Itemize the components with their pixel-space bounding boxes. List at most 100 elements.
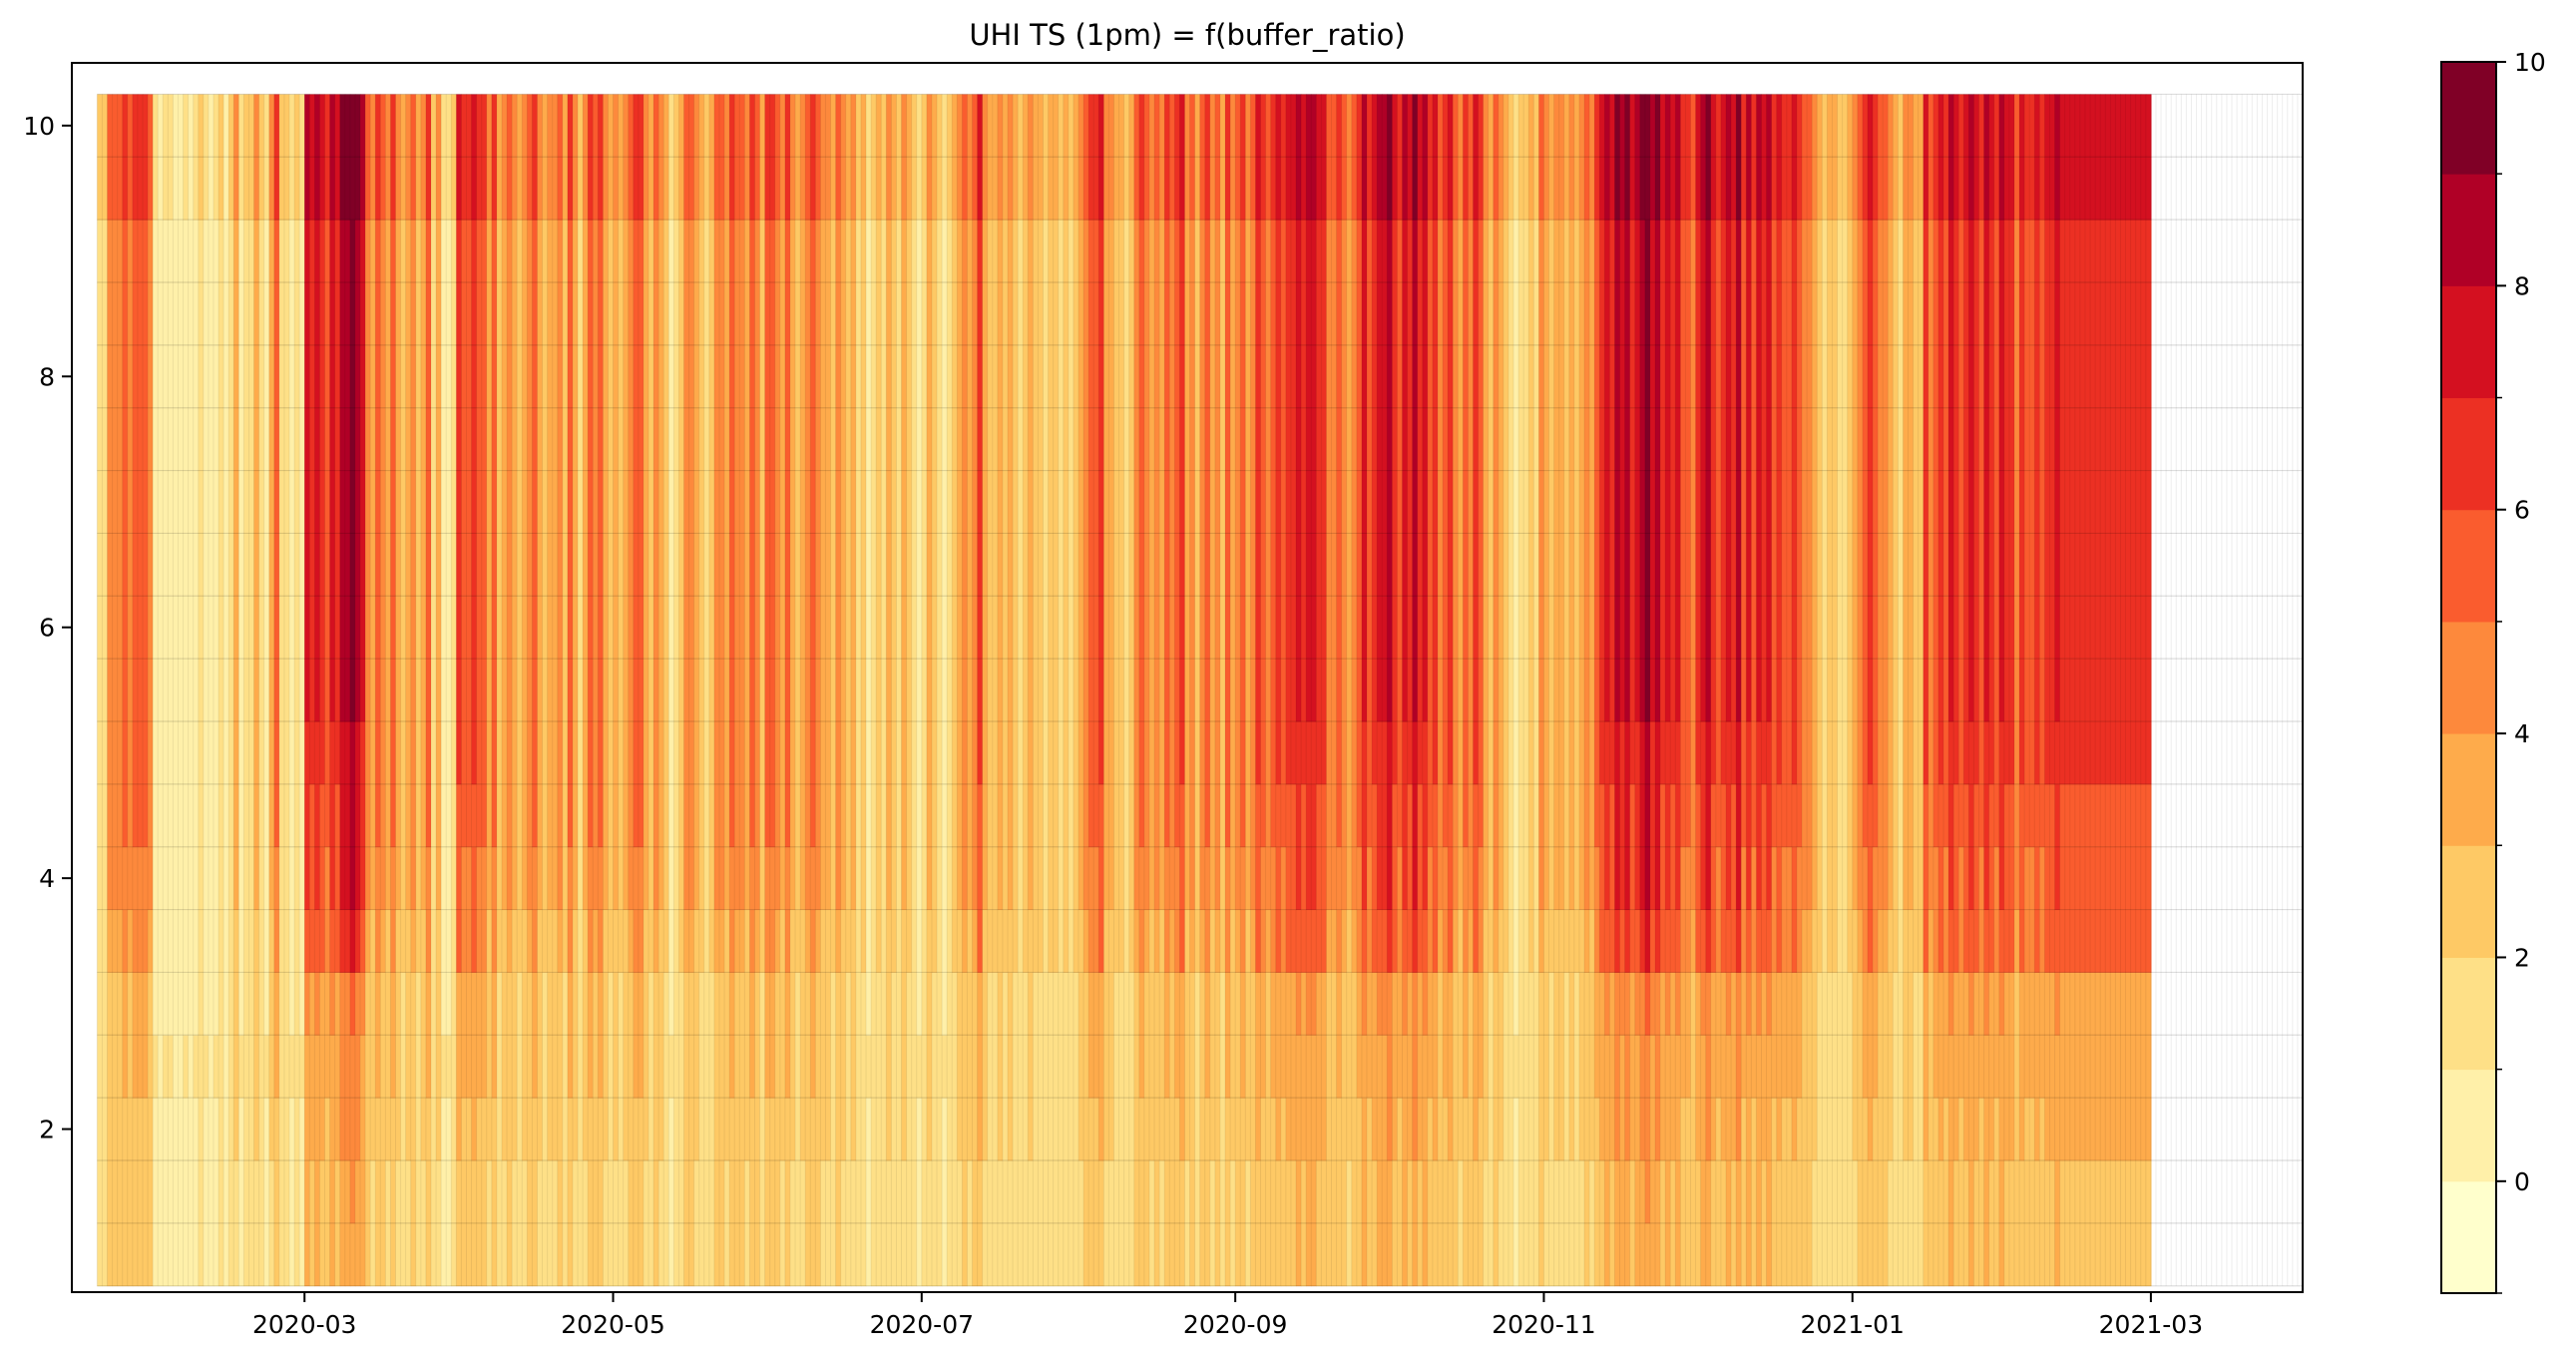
heatmap-cell <box>1068 783 1074 848</box>
heatmap-cell <box>977 1035 984 1099</box>
heatmap-cell <box>653 533 659 597</box>
heatmap-cell <box>678 596 685 660</box>
heatmap-cell <box>1377 1035 1383 1099</box>
heatmap-cell <box>1123 282 1130 346</box>
heatmap-cell <box>860 1098 867 1161</box>
heatmap-cell <box>947 157 953 221</box>
heatmap-cell <box>1402 1222 1409 1287</box>
heatmap-cell <box>168 157 175 221</box>
heatmap-cell <box>962 220 969 283</box>
heatmap-cell <box>1412 1222 1419 1287</box>
heatmap-cell <box>698 407 705 471</box>
heatmap-cell <box>1346 1035 1353 1099</box>
heatmap-cell <box>117 220 124 283</box>
heatmap-cell <box>107 282 114 346</box>
heatmap-cell <box>825 909 832 973</box>
heatmap-cell <box>385 94 392 158</box>
heatmap-cell <box>1138 783 1145 848</box>
heatmap-cell <box>1128 157 1135 221</box>
heatmap-cell <box>1321 344 1328 409</box>
heatmap-cell <box>1422 909 1429 973</box>
heatmap-cell <box>1321 407 1328 471</box>
heatmap-cell <box>1230 1160 1236 1224</box>
heatmap-cell <box>578 220 584 283</box>
heatmap-cell <box>446 596 452 660</box>
heatmap-cell <box>1164 659 1170 722</box>
heatmap-cell <box>213 157 219 221</box>
heatmap-cell <box>1138 1035 1145 1099</box>
heatmap-cell <box>1382 721 1388 785</box>
heatmap-cell <box>405 783 412 848</box>
heatmap-cell <box>749 596 756 660</box>
heatmap-cell <box>1103 407 1110 471</box>
heatmap-cell <box>436 94 442 158</box>
heatmap-cell <box>663 721 669 785</box>
heatmap-cell <box>1377 533 1383 597</box>
heatmap-cell <box>668 1098 674 1161</box>
heatmap-cell <box>208 659 215 722</box>
heatmap-cell <box>471 659 478 722</box>
heatmap-cell <box>446 344 452 409</box>
heatmap-cell <box>253 282 260 346</box>
heatmap-cell <box>1285 1098 1292 1161</box>
heatmap-cell <box>158 407 164 471</box>
heatmap-cell <box>1043 470 1050 534</box>
heatmap-cell <box>471 1098 478 1161</box>
heatmap-cell <box>744 407 751 471</box>
heatmap-cell <box>173 1160 180 1224</box>
heatmap-cell <box>947 721 953 785</box>
heatmap-cell <box>972 659 979 722</box>
heatmap-cell <box>1260 94 1267 158</box>
heatmap-cell <box>1169 407 1175 471</box>
heatmap-cell <box>360 596 366 660</box>
heatmap-cell <box>835 407 842 471</box>
heatmap-cell <box>1063 972 1070 1036</box>
heatmap-cell <box>375 1098 381 1161</box>
heatmap-cell <box>987 282 994 346</box>
heatmap-cell <box>901 94 908 158</box>
heatmap-cell <box>1002 972 1009 1036</box>
heatmap-cell <box>137 721 144 785</box>
heatmap-cell <box>708 282 715 346</box>
heatmap-cell <box>273 909 280 973</box>
heatmap-cell <box>1058 721 1065 785</box>
heatmap-cell <box>537 344 544 409</box>
heatmap-cell <box>937 344 943 409</box>
heatmap-cell <box>360 909 366 973</box>
heatmap-cell <box>972 282 979 346</box>
heatmap-cell <box>1058 909 1065 973</box>
heatmap-cell <box>744 282 751 346</box>
heatmap-cell <box>1053 1222 1060 1287</box>
heatmap-cell <box>952 282 958 346</box>
heatmap-cell <box>992 282 999 346</box>
heatmap-cell <box>1063 220 1070 283</box>
heatmap-cell <box>860 94 867 158</box>
heatmap-cell <box>1083 909 1089 973</box>
heatmap-cell <box>572 344 579 409</box>
heatmap-cell <box>1361 407 1368 471</box>
heatmap-cell <box>203 596 210 660</box>
heatmap-cell <box>213 282 219 346</box>
heatmap-cell <box>1346 909 1353 973</box>
heatmap-cell <box>1402 1160 1409 1224</box>
heatmap-cell <box>1008 659 1014 722</box>
heatmap-cell <box>593 220 599 283</box>
heatmap-cell <box>344 721 351 785</box>
heatmap-cell <box>653 1222 659 1287</box>
heatmap-cell <box>562 533 569 597</box>
heatmap-cell <box>466 1035 473 1099</box>
heatmap-cell <box>658 94 664 158</box>
heatmap-cell <box>598 470 604 534</box>
heatmap-cell <box>542 1035 549 1099</box>
heatmap-cell <box>1387 1160 1393 1224</box>
heatmap-cell <box>441 282 447 346</box>
heatmap-cell <box>1361 972 1368 1036</box>
heatmap-cell <box>441 659 447 722</box>
heatmap-cell <box>294 157 300 221</box>
heatmap-cell <box>855 596 862 660</box>
heatmap-cell <box>173 972 180 1036</box>
heatmap-cell <box>456 1160 463 1224</box>
heatmap-cell <box>122 533 129 597</box>
heatmap-cell <box>173 846 180 910</box>
heatmap-cell <box>1260 972 1267 1036</box>
